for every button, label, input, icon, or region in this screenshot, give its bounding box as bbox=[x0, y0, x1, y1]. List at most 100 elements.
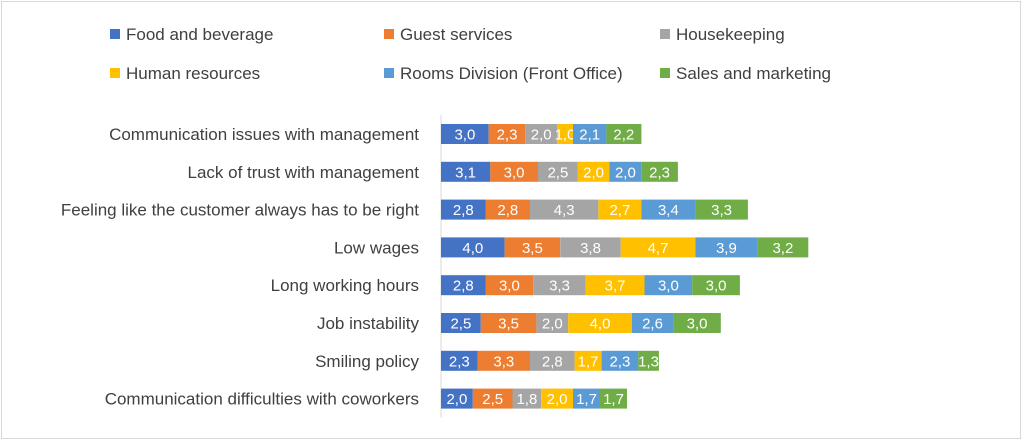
data-label-housekeeping-8: 1,8 bbox=[516, 391, 537, 408]
bar-guest-services-1 bbox=[488, 124, 526, 144]
bar-food-and-beverage-7 bbox=[441, 350, 478, 371]
data-label-food-and-beverage-5: 2,8 bbox=[453, 278, 474, 295]
data-label-sales-and-marketing-8: 1,7 bbox=[603, 391, 624, 408]
bar-food-and-beverage-4 bbox=[441, 237, 505, 258]
bar-housekeeping-7 bbox=[530, 350, 575, 371]
category-label-smiling-policy: Smiling policy bbox=[315, 352, 419, 371]
data-label-food-and-beverage-8: 2,0 bbox=[446, 391, 467, 408]
data-label-rooms-division-front-office-5: 3,0 bbox=[658, 278, 679, 295]
legend-swatch-housekeeping bbox=[660, 29, 670, 39]
data-label-housekeeping-6: 2,0 bbox=[542, 316, 563, 333]
bar-rooms-division-front-office-7 bbox=[601, 350, 639, 371]
legend-label-guest-services: Guest services bbox=[400, 25, 512, 44]
bar-human-resources-5 bbox=[585, 275, 645, 296]
data-label-human-resources-8: 2,0 bbox=[547, 391, 568, 408]
bar-rooms-division-front-office-8 bbox=[573, 388, 600, 409]
category-label-communication-issues-with-management: Communication issues with management bbox=[109, 125, 419, 144]
bar-guest-services-7 bbox=[477, 350, 531, 371]
data-label-guest-services-5: 3,0 bbox=[499, 278, 520, 295]
bar-housekeeping-5 bbox=[533, 275, 586, 296]
data-label-human-resources-5: 3,7 bbox=[605, 278, 626, 295]
bar-human-resources-8 bbox=[541, 388, 573, 409]
data-label-food-and-beverage-1: 3,0 bbox=[454, 127, 475, 144]
category-label-feeling-like-the-customer-always-has-to-be-right: Feeling like the customer always has to … bbox=[61, 201, 419, 220]
data-label-food-and-beverage-4: 4,0 bbox=[462, 240, 483, 257]
data-label-food-and-beverage-7: 2,3 bbox=[449, 353, 470, 370]
data-label-guest-services-6: 3,5 bbox=[498, 316, 519, 333]
bar-human-resources-3 bbox=[598, 199, 642, 220]
bar-guest-services-2 bbox=[490, 161, 538, 182]
data-label-rooms-division-front-office-3: 3,4 bbox=[658, 202, 679, 219]
legend-swatch-food-and-beverage bbox=[110, 29, 120, 39]
data-label-rooms-division-front-office-8: 1,7 bbox=[576, 391, 597, 408]
data-label-housekeeping-4: 3,8 bbox=[580, 240, 601, 257]
data-label-guest-services-8: 2,5 bbox=[482, 391, 503, 408]
bar-human-resources-6 bbox=[568, 313, 632, 333]
data-label-food-and-beverage-2: 3,1 bbox=[455, 164, 476, 181]
bar-guest-services-5 bbox=[485, 275, 534, 296]
bar-housekeeping-6 bbox=[536, 313, 569, 333]
category-label-job-instability: Job instability bbox=[317, 314, 420, 333]
data-label-guest-services-3: 2,8 bbox=[497, 202, 518, 219]
data-label-human-resources-7: 1,7 bbox=[578, 353, 599, 370]
bar-sales-and-marketing-3 bbox=[695, 199, 748, 220]
data-label-human-resources-4: 4,7 bbox=[648, 240, 669, 257]
data-label-sales-and-marketing-2: 2,3 bbox=[649, 164, 670, 181]
legend-swatch-human-resources bbox=[110, 68, 120, 78]
legend-label-rooms-division-front-office: Rooms Division (Front Office) bbox=[400, 64, 623, 83]
data-label-housekeeping-1: 2,0 bbox=[531, 127, 552, 144]
category-label-communication-difficulties-with-coworkers: Communication difficulties with coworker… bbox=[105, 390, 419, 409]
bar-human-resources-1 bbox=[557, 124, 573, 144]
data-label-guest-services-2: 3,0 bbox=[504, 164, 525, 181]
bar-food-and-beverage-8 bbox=[441, 388, 473, 409]
bar-housekeeping-2 bbox=[538, 161, 578, 182]
bar-sales-and-marketing-7 bbox=[638, 350, 659, 371]
bar-rooms-division-front-office-3 bbox=[641, 199, 696, 220]
data-label-sales-and-marketing-6: 3,0 bbox=[687, 316, 708, 333]
bar-guest-services-8 bbox=[472, 388, 513, 409]
data-label-food-and-beverage-3: 2,8 bbox=[453, 202, 474, 219]
bar-food-and-beverage-3 bbox=[441, 199, 486, 220]
data-label-housekeeping-3: 4,3 bbox=[554, 202, 575, 219]
data-label-rooms-division-front-office-1: 2,1 bbox=[579, 127, 600, 144]
bar-rooms-division-front-office-1 bbox=[573, 124, 607, 144]
legend-swatch-guest-services bbox=[384, 29, 394, 39]
data-label-sales-and-marketing-7: 1,3 bbox=[638, 353, 659, 370]
data-label-sales-and-marketing-3: 3,3 bbox=[711, 202, 732, 219]
data-label-housekeeping-2: 2,5 bbox=[547, 164, 568, 181]
data-label-housekeeping-5: 3,3 bbox=[549, 278, 570, 295]
data-label-rooms-division-front-office-6: 2,6 bbox=[642, 316, 663, 333]
legend-swatch-sales-and-marketing bbox=[660, 68, 670, 78]
bar-human-resources-4 bbox=[620, 237, 696, 258]
data-label-housekeeping-7: 2,8 bbox=[542, 353, 563, 370]
bar-rooms-division-front-office-6 bbox=[631, 313, 674, 333]
data-label-sales-and-marketing-5: 3,0 bbox=[706, 278, 727, 295]
data-label-human-resources-2: 2,0 bbox=[583, 164, 604, 181]
category-label-low-wages: Low wages bbox=[334, 238, 419, 257]
bar-rooms-division-front-office-2 bbox=[609, 161, 642, 182]
data-label-human-resources-6: 4,0 bbox=[590, 316, 611, 333]
bar-sales-and-marketing-6 bbox=[673, 313, 721, 333]
bar-sales-and-marketing-5 bbox=[692, 275, 740, 296]
bar-guest-services-3 bbox=[485, 199, 530, 220]
data-label-food-and-beverage-6: 2,5 bbox=[450, 316, 471, 333]
bar-food-and-beverage-1 bbox=[441, 124, 489, 144]
bar-food-and-beverage-2 bbox=[441, 161, 491, 182]
data-label-guest-services-1: 2,3 bbox=[497, 127, 518, 144]
data-label-guest-services-7: 3,3 bbox=[493, 353, 514, 370]
bar-housekeeping-8 bbox=[512, 388, 542, 409]
category-labels: Communication issues with management Lack… bbox=[61, 125, 420, 409]
bar-sales-and-marketing-1 bbox=[606, 124, 642, 144]
data-label-rooms-division-front-office-4: 3,9 bbox=[716, 240, 737, 257]
legend-label-sales-and-marketing: Sales and marketing bbox=[676, 64, 831, 83]
bar-human-resources-7 bbox=[574, 350, 602, 371]
bar-rooms-division-front-office-5 bbox=[644, 275, 693, 296]
bar-guest-services-4 bbox=[504, 237, 561, 258]
bar-rooms-division-front-office-4 bbox=[695, 237, 758, 258]
bar-food-and-beverage-6 bbox=[441, 313, 481, 333]
data-label-sales-and-marketing-4: 3,2 bbox=[772, 240, 793, 257]
bar-sales-and-marketing-4 bbox=[757, 237, 809, 258]
data-label-rooms-division-front-office-7: 2,3 bbox=[609, 353, 630, 370]
legend-label-human-resources: Human resources bbox=[126, 64, 260, 83]
